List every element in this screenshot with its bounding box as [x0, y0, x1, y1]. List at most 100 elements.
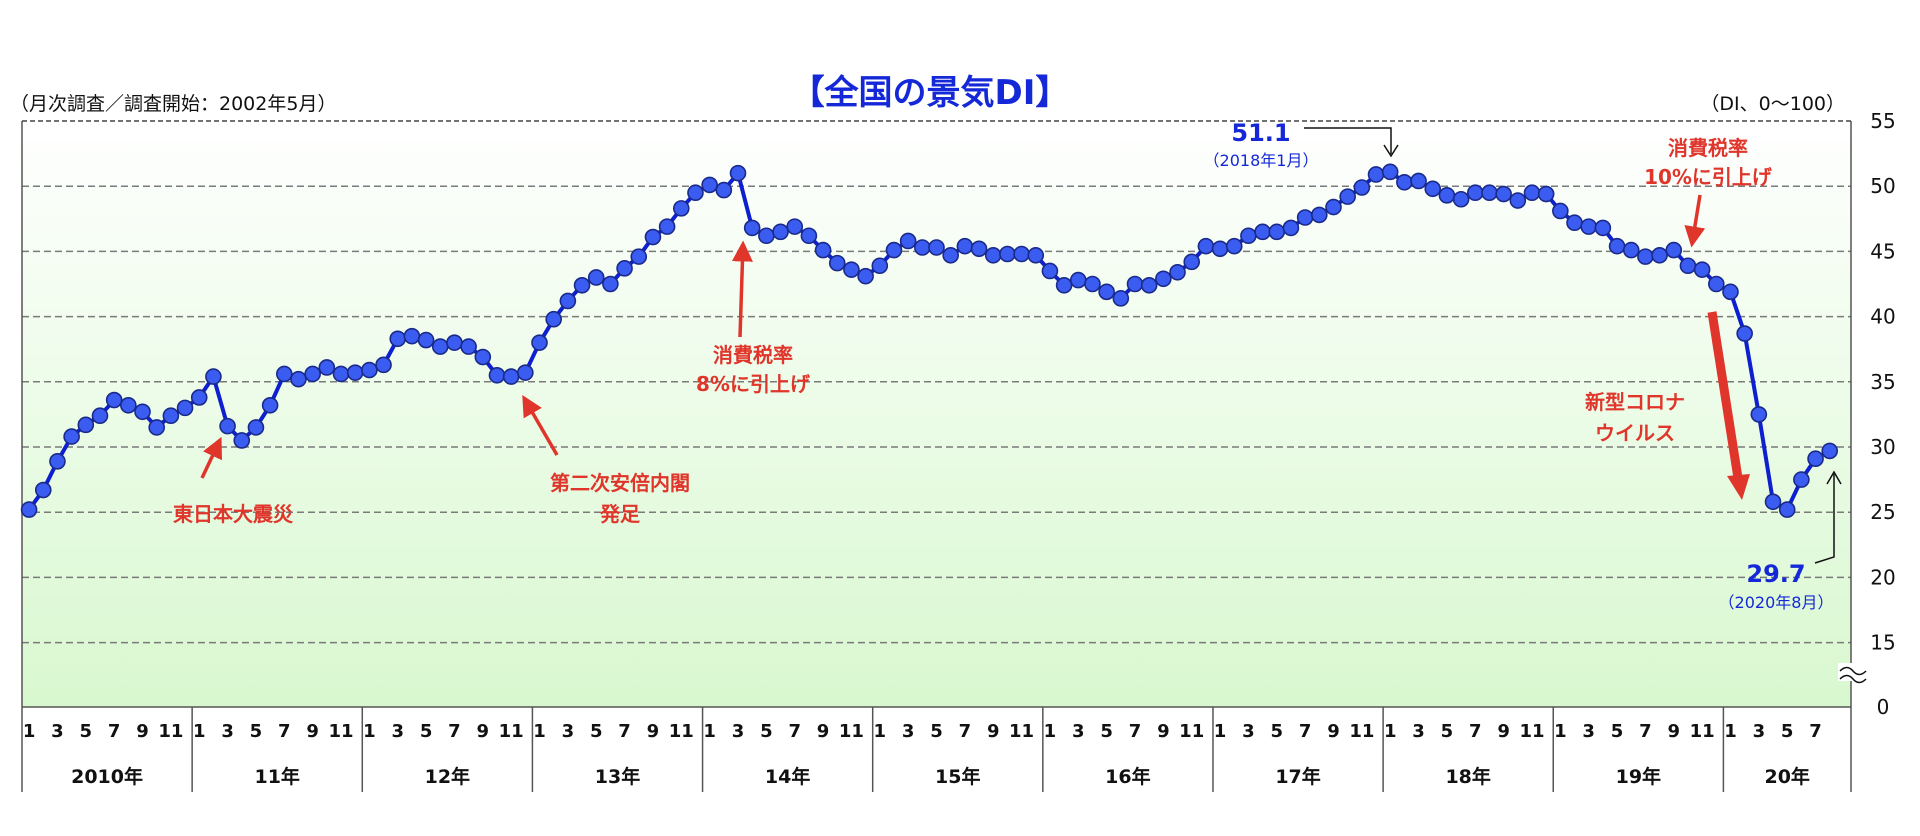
x-tick-month: 3 — [1242, 721, 1255, 742]
x-tick-month: 5 — [1781, 721, 1794, 742]
x-tick-month: 9 — [647, 721, 660, 742]
data-point — [247, 419, 265, 436]
data-point — [1466, 184, 1484, 202]
x-tick-month: 3 — [902, 721, 915, 742]
annotation-peak-date: （2018年1月） — [1204, 151, 1319, 170]
data-point — [91, 407, 109, 425]
data-point — [715, 181, 733, 199]
arrow-icon — [200, 436, 222, 479]
data-point — [1793, 471, 1810, 488]
data-point — [488, 366, 506, 384]
x-tick-year: 13年 — [595, 765, 640, 788]
x-tick-month: 5 — [250, 721, 263, 742]
data-point — [233, 432, 251, 449]
data-point — [77, 416, 95, 434]
data-point — [318, 359, 336, 376]
annotation-covid-line2: ウイルス — [1595, 421, 1675, 445]
y-tick-label: 50 — [1870, 174, 1895, 198]
annotation-covid-line1: 新型コロナ — [1585, 390, 1685, 414]
data-point — [105, 391, 123, 409]
data-point — [899, 232, 917, 250]
data-point — [502, 368, 520, 385]
data-point — [573, 277, 591, 294]
data-point — [474, 348, 492, 366]
y-tick-label: 15 — [1870, 631, 1895, 655]
data-point — [417, 331, 435, 349]
data-point — [531, 334, 548, 351]
data-point — [885, 241, 903, 259]
data-point — [134, 403, 151, 421]
x-tick-month: 11 — [1349, 721, 1374, 742]
chart-title: 【全国の景気DI】 — [791, 73, 1070, 113]
y-tick-label: 0 — [1877, 695, 1890, 719]
leader-line — [1304, 127, 1392, 154]
data-point — [658, 218, 676, 235]
data-point — [1665, 241, 1683, 259]
data-point — [1381, 163, 1399, 181]
annotation-abe-line1: 第二次安倍内閣 — [550, 471, 690, 495]
data-point — [1552, 202, 1569, 220]
x-tick-month: 3 — [1582, 721, 1595, 742]
data-point — [1211, 240, 1229, 258]
data-point — [1608, 237, 1626, 255]
x-tick-month: 7 — [278, 721, 291, 742]
data-point — [672, 200, 690, 217]
x-tick-month: 1 — [874, 721, 887, 742]
data-point — [1325, 198, 1342, 216]
data-point — [1197, 237, 1215, 255]
annotation-peak-value: 51.1 — [1231, 119, 1290, 147]
data-point — [602, 275, 619, 293]
data-point — [772, 223, 789, 241]
annotation-peak: 51.1 （2018年1月） — [1204, 119, 1399, 170]
data-point — [1126, 275, 1144, 293]
x-tick-month: 1 — [1044, 721, 1057, 742]
data-point — [1594, 219, 1612, 237]
data-point — [1069, 271, 1087, 289]
x-tick-month: 9 — [817, 721, 830, 742]
data-point — [970, 240, 988, 258]
data-point — [1169, 263, 1186, 281]
y-tick-label: 25 — [1870, 500, 1895, 524]
x-tick-month: 9 — [1327, 721, 1340, 742]
x-tick-month: 7 — [1129, 721, 1142, 742]
data-point — [1367, 166, 1385, 183]
data-point — [814, 241, 832, 259]
data-point — [332, 365, 350, 383]
annotation-tax8-line1: 消費税率 — [713, 343, 793, 367]
x-tick-month: 11 — [1179, 721, 1204, 742]
data-point — [446, 334, 463, 351]
annotation-earthquake: 東日本大震災 — [173, 436, 294, 526]
thick-arrow-shaft — [1707, 311, 1743, 479]
data-point — [999, 245, 1016, 263]
annotation-abe: 第二次安倍内閣 発足 — [522, 394, 690, 526]
data-point — [1055, 277, 1073, 294]
data-point — [1112, 290, 1130, 307]
annotation-tax10-line2: 10%に引上げ — [1644, 165, 1773, 189]
data-point — [843, 261, 860, 278]
data-point — [800, 227, 818, 245]
x-tick-month: 3 — [1412, 721, 1425, 742]
x-tick-month: 5 — [1611, 721, 1624, 742]
data-point — [34, 481, 52, 499]
x-tick-month: 9 — [477, 721, 490, 742]
annotation-tax8: 消費税率 8%に引上げ — [696, 240, 811, 396]
data-point — [1807, 450, 1824, 468]
x-tick-year: 16年 — [1105, 765, 1150, 788]
data-point — [162, 407, 180, 425]
x-tick-year: 11年 — [254, 765, 299, 788]
data-point — [389, 330, 407, 348]
annotation-tax8-line2: 8%に引上げ — [696, 372, 811, 396]
data-point — [190, 389, 208, 406]
data-point — [460, 338, 477, 355]
data-point — [1736, 325, 1753, 342]
data-point — [1523, 184, 1541, 202]
data-point — [205, 368, 222, 385]
data-point — [1084, 275, 1101, 293]
data-point — [1481, 184, 1498, 202]
y-tick-label: 40 — [1870, 305, 1895, 329]
data-point — [1098, 283, 1115, 301]
data-point — [1509, 192, 1527, 209]
data-point — [1750, 406, 1768, 423]
x-tick-month: 1 — [193, 721, 206, 742]
